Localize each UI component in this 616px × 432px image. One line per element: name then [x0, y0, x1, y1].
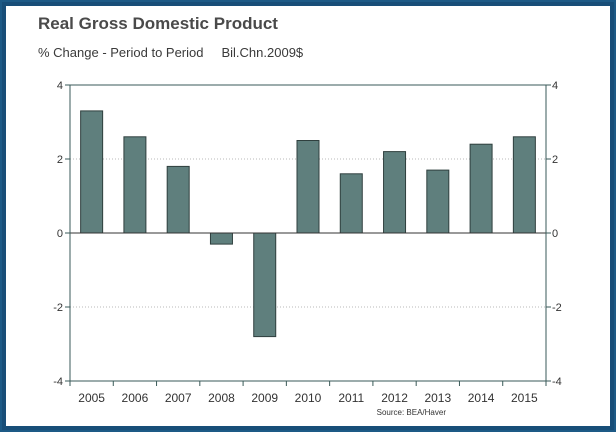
y-tick-label-left: -2 — [53, 302, 63, 314]
bar-2008 — [209, 232, 233, 245]
bar-2011 — [339, 173, 363, 234]
axes — [65, 84, 551, 386]
axis-labels: 4 4 2 2 0 0 -2 -2 -4 -4 2005 2006 2007 2008 2009 2010 20… — [53, 80, 562, 405]
x-tick-label: 2015 — [511, 391, 538, 405]
chart-subtitle: % Change - Period to Period Bil.Chn.2009$ — [38, 45, 303, 60]
source-note: Source: BEA/Haver — [377, 408, 447, 417]
x-tick-label: 2007 — [165, 391, 192, 405]
y-tick-label-right: 4 — [552, 80, 558, 92]
bar-2015 — [512, 136, 536, 234]
subtitle-units: % Change - Period to Period — [38, 45, 204, 60]
bar-2007 — [166, 165, 190, 234]
bar-2012 — [383, 151, 407, 234]
y-tick-label-right: 2 — [552, 154, 558, 166]
chart-title: Real Gross Domestic Product — [38, 14, 278, 33]
y-tick-label-left: -4 — [53, 376, 63, 388]
x-tick-label: 2005 — [78, 391, 105, 405]
x-tick-label: 2011 — [338, 391, 364, 405]
y-tick-label-right: 0 — [552, 228, 558, 240]
x-tick-label: 2010 — [295, 391, 322, 405]
bar-2013 — [426, 169, 450, 234]
x-tick-label: 2006 — [122, 391, 149, 405]
x-tick-label: 2009 — [251, 391, 278, 405]
y-tick-label-right: -4 — [552, 376, 562, 388]
bar-2005 — [80, 110, 104, 234]
bar-2014 — [469, 143, 493, 234]
bar-2009 — [253, 232, 277, 338]
x-tick-label: 2008 — [208, 391, 235, 405]
bar-2010 — [296, 140, 320, 234]
x-tick-label: 2013 — [424, 391, 451, 405]
y-tick-label-left: 0 — [57, 228, 63, 240]
y-tick-label-left: 2 — [57, 154, 63, 166]
bars — [80, 110, 536, 338]
bar-2006 — [123, 136, 147, 234]
y-tick-label-left: 4 — [57, 80, 63, 92]
x-tick-label: 2012 — [381, 391, 408, 405]
x-tick-label: 2014 — [468, 391, 495, 405]
subtitle-measure: Bil.Chn.2009$ — [221, 45, 304, 60]
y-tick-label-right: -2 — [552, 302, 562, 314]
